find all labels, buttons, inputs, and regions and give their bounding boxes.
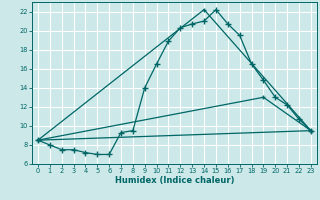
X-axis label: Humidex (Indice chaleur): Humidex (Indice chaleur)	[115, 176, 234, 185]
